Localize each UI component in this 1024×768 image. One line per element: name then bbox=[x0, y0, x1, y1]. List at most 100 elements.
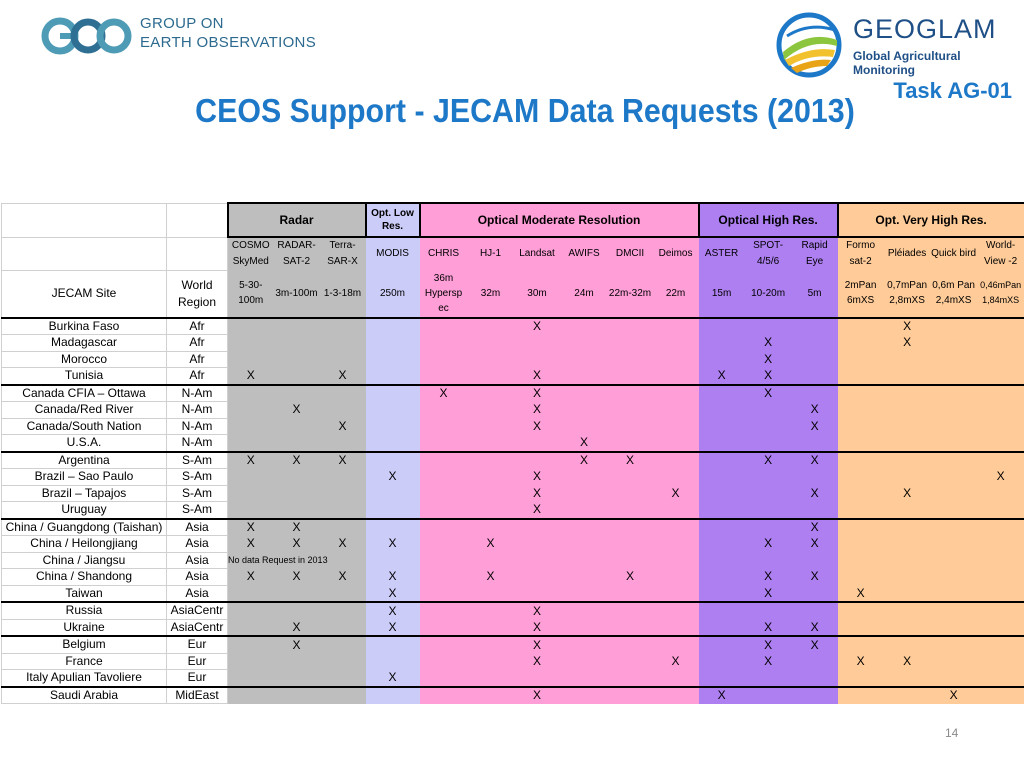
resolution-header: 0,7mPan 2,8mXS bbox=[883, 270, 931, 318]
request-cell bbox=[365, 367, 420, 385]
resolution-header: 24m bbox=[560, 270, 608, 318]
request-cell bbox=[227, 653, 274, 670]
request-cell bbox=[744, 601, 792, 619]
sensor-name-row: COSMO SkyMed RADAR-SAT-2 Terra-SAR-X MODIS C… bbox=[1, 236, 1024, 271]
site-name: Canada/Red River bbox=[1, 401, 167, 419]
request-cell bbox=[467, 601, 514, 619]
request-cell bbox=[930, 434, 977, 452]
sensor-header: Formo sat-2 bbox=[837, 237, 884, 270]
request-cell bbox=[560, 485, 608, 502]
request-cell: X bbox=[513, 316, 561, 335]
request-cell bbox=[652, 334, 699, 351]
request-cell bbox=[365, 316, 420, 335]
table-row-ukraine: Ukraine AsiaCentr X X X X X bbox=[1, 618, 1024, 637]
request-cell: X bbox=[883, 485, 931, 502]
request-cell bbox=[467, 468, 514, 485]
request-cell: X bbox=[419, 383, 468, 402]
request-cell bbox=[607, 468, 653, 485]
site-name: China / Shandong bbox=[1, 568, 167, 586]
request-cell bbox=[273, 653, 320, 670]
table-row-burkina-faso: Burkina Faso Afr X X bbox=[1, 316, 1024, 335]
request-cell: X bbox=[273, 450, 320, 469]
request-cell bbox=[319, 635, 366, 653]
region-name: N-Am bbox=[166, 401, 228, 419]
request-cell bbox=[607, 501, 653, 519]
request-cell bbox=[930, 401, 977, 418]
request-cell bbox=[273, 434, 320, 452]
request-cell bbox=[698, 619, 745, 636]
table-row-china-heilongjiang: China / Heilongjiang Asia X X X X X X X bbox=[1, 535, 1024, 553]
request-cell: X bbox=[791, 450, 838, 469]
request-cell bbox=[930, 635, 977, 653]
request-cell bbox=[319, 351, 366, 368]
request-cell bbox=[467, 552, 514, 569]
request-cell bbox=[883, 685, 931, 704]
table-row-morocco: Morocco Afr X bbox=[1, 350, 1024, 368]
request-cell: X bbox=[227, 450, 274, 469]
site-column-header: JECAM Site bbox=[1, 269, 167, 318]
request-cell: X bbox=[791, 401, 838, 418]
geoglam-globe-icon bbox=[776, 12, 842, 78]
request-cell bbox=[837, 485, 884, 502]
request-cell bbox=[837, 351, 884, 368]
header-blank-site bbox=[1, 202, 167, 238]
request-cell bbox=[467, 401, 514, 418]
resolution-header: 22m-32m bbox=[607, 270, 653, 318]
request-cell: X bbox=[513, 619, 561, 636]
request-cell bbox=[319, 517, 366, 536]
region-name: Afr bbox=[166, 334, 228, 352]
request-cell bbox=[652, 517, 699, 536]
request-cell bbox=[976, 434, 1024, 452]
request-cell: X bbox=[837, 653, 884, 670]
request-cell bbox=[273, 383, 320, 402]
request-cell bbox=[883, 367, 931, 385]
request-cell: X bbox=[319, 568, 366, 585]
request-cell: X bbox=[513, 635, 561, 653]
request-cell bbox=[652, 535, 699, 552]
geo-logo: GROUP ON EARTH OBSERVATIONS bbox=[40, 14, 330, 59]
request-cell bbox=[976, 601, 1024, 619]
request-cell bbox=[698, 601, 745, 619]
sensor-header: AWIFS bbox=[560, 237, 608, 270]
site-name: China / Jiangsu bbox=[1, 551, 167, 569]
table-row-madagascar: Madagascar Afr X X bbox=[1, 334, 1024, 352]
request-cell bbox=[467, 653, 514, 670]
request-cell bbox=[273, 367, 320, 385]
request-cell bbox=[365, 552, 420, 569]
sensor-header: Landsat bbox=[513, 237, 561, 270]
request-cell bbox=[560, 585, 608, 602]
request-cell: X bbox=[467, 568, 514, 585]
request-cell bbox=[560, 535, 608, 552]
request-cell bbox=[930, 367, 977, 385]
request-cell bbox=[607, 351, 653, 368]
request-cell bbox=[513, 535, 561, 552]
resolution-header: 22m bbox=[652, 270, 699, 318]
request-cell bbox=[976, 418, 1024, 435]
request-cell bbox=[652, 418, 699, 435]
request-cell bbox=[560, 601, 608, 619]
request-cell bbox=[883, 434, 931, 452]
request-cell: X bbox=[791, 517, 838, 536]
request-cell bbox=[837, 367, 884, 385]
request-cell bbox=[607, 669, 653, 687]
request-cell bbox=[467, 517, 514, 536]
request-cell bbox=[419, 334, 468, 351]
request-cell bbox=[365, 351, 420, 368]
request-cell bbox=[273, 351, 320, 368]
request-cell bbox=[560, 401, 608, 418]
request-cell: X bbox=[791, 635, 838, 653]
request-cell bbox=[883, 383, 931, 402]
request-cell bbox=[513, 351, 561, 368]
request-cell bbox=[791, 501, 838, 519]
request-cell: X bbox=[744, 383, 792, 402]
request-cell bbox=[607, 517, 653, 536]
site-name: China / Heilongjiang bbox=[1, 535, 167, 553]
request-cell bbox=[560, 669, 608, 687]
request-cell: X bbox=[513, 401, 561, 418]
request-cell: X bbox=[365, 601, 420, 619]
resolution-header: 5m bbox=[791, 270, 838, 318]
site-name: Burkina Faso bbox=[1, 316, 167, 335]
region-name: Asia bbox=[166, 551, 228, 569]
geo-logo-mark bbox=[41, 17, 132, 55]
site-name: Morocco bbox=[1, 350, 167, 368]
